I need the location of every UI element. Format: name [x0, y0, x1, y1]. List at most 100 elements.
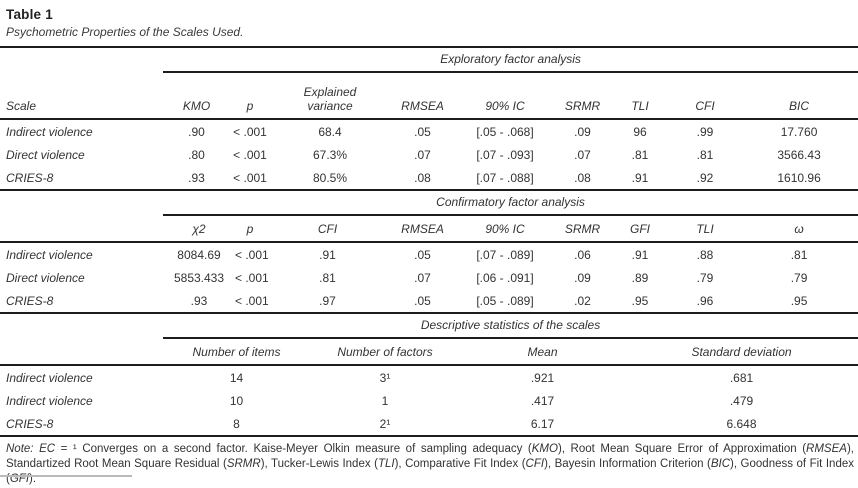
- note-text: ), Tucker-Lewis Index (: [260, 458, 378, 471]
- cell-p: < .001: [235, 270, 269, 285]
- cell-srmr: .08: [574, 170, 591, 185]
- column-header-p: p: [230, 72, 270, 120]
- cell-items: 14: [229, 370, 244, 385]
- cell-explained-variance: 67.3%: [312, 147, 348, 162]
- cell-rmsea: .05: [414, 293, 431, 308]
- efa-table: Exploratory factor analysis Scale KMO p …: [0, 46, 858, 189]
- cell-bic: 17.760: [780, 124, 818, 139]
- cell-explained-variance: 80.5%: [312, 170, 348, 185]
- cell-sd: 6.648: [726, 416, 757, 431]
- column-header-number-of-items: Number of items: [163, 338, 310, 366]
- cell-p: < .001: [235, 247, 269, 262]
- cell-cfi: .97: [319, 293, 336, 308]
- note-abbr-srmr: SRMR: [226, 458, 261, 471]
- table-row: Indirect violence 8084.69 < .001 .91 .05…: [0, 242, 858, 266]
- desc-section-title: Descriptive statistics of the scales: [163, 313, 858, 339]
- cell-tli: .96: [696, 293, 714, 308]
- table-caption: Psychometric Properties of the Scales Us…: [6, 25, 244, 39]
- descriptive-table: Descriptive statistics of the scales Num…: [0, 312, 858, 435]
- cell-p: < .001: [233, 124, 267, 139]
- cell-rmsea: .05: [414, 247, 431, 262]
- table-row: CRIES-8 .93 < .001 80.5% .08 [.07 - .088…: [0, 166, 858, 189]
- efa-section-title: Exploratory factor analysis: [163, 47, 858, 73]
- cell-sd: .479: [729, 393, 754, 408]
- note-text: = ¹ Converges on a second factor. Kaise-…: [55, 443, 532, 455]
- row-label: Indirect violence: [6, 370, 93, 385]
- cell-chi2: 5853.433: [173, 270, 225, 285]
- table-row: Indirect violence 10 1 .417 .479: [0, 389, 858, 412]
- cfa-table: Confirmatory factor analysis χ2 p CFI RM…: [0, 189, 858, 312]
- cell-gfi: .95: [631, 293, 649, 308]
- table-note: Note: EC = ¹ Converges on a second facto…: [0, 435, 858, 488]
- cell-kmo: .90: [188, 124, 205, 139]
- efa-header-row: Scale KMO p Explained variance RMSEA 90%…: [0, 72, 858, 120]
- cell-srmr: .07: [574, 147, 591, 162]
- cell-chi2: .93: [190, 293, 208, 308]
- note-text: ), Bayesin Information Criterion (: [544, 458, 711, 471]
- cell-90ic: [.06 - .091]: [476, 270, 534, 285]
- table-label: Table 1: [6, 7, 53, 22]
- column-header-cfi: CFI: [265, 215, 390, 243]
- cell-90ic: [.05 - .089]: [476, 293, 534, 308]
- cell-srmr: .06: [574, 247, 591, 262]
- row-label: Indirect violence: [6, 247, 93, 262]
- cell-p: < .001: [233, 147, 267, 162]
- cell-srmr: .02: [574, 293, 591, 308]
- cell-tli: 96: [633, 124, 647, 139]
- cell-omega: .79: [790, 270, 808, 285]
- column-header-p: p: [235, 215, 265, 243]
- table-row: Direct violence .80 < .001 67.3% .07 [.0…: [0, 143, 858, 166]
- column-header-number-of-factors: Number of factors: [310, 338, 460, 366]
- cell-factors: 2¹: [379, 416, 391, 431]
- cell-rmsea: .05: [414, 124, 431, 139]
- efa-section-title-row: Exploratory factor analysis: [0, 47, 858, 73]
- column-header-explained-variance: Explained variance: [270, 72, 390, 120]
- column-header-rmsea: RMSEA: [390, 215, 455, 243]
- note-abbr-cfi: CFI: [525, 458, 545, 471]
- note-text: ), Comparative Fit Index (: [394, 458, 526, 471]
- table-row: CRIES-8 8 2¹ 6.17 6.648: [0, 412, 858, 435]
- cell-items: 8: [233, 416, 240, 431]
- table-row: Indirect violence .90 < .001 68.4 .05 [.…: [0, 119, 858, 143]
- column-header-bic: BIC: [740, 72, 858, 120]
- note-abbr-kmo: KMO: [531, 443, 558, 455]
- cell-mean: 6.17: [530, 416, 555, 431]
- table-row: CRIES-8 .93 < .001 .97 .05 [.05 - .089] …: [0, 289, 858, 312]
- column-header-90ic: 90% IC: [455, 215, 555, 243]
- table-row: Direct violence 5853.433 < .001 .81 .07 …: [0, 266, 858, 289]
- cell-rmsea: .07: [414, 147, 431, 162]
- table-figure: Table 1 Psychometric Properties of the S…: [0, 7, 858, 486]
- column-header-kmo: KMO: [163, 72, 230, 120]
- note-abbr-rmsea: RMSEA: [806, 443, 847, 455]
- cell-rmsea: .08: [414, 170, 431, 185]
- cfa-section-title: Confirmatory factor analysis: [163, 190, 858, 216]
- note-text: ), Standartized Root Mean Square Residua…: [6, 443, 854, 471]
- cell-p: < .001: [233, 170, 267, 185]
- cell-tli: .91: [631, 170, 649, 185]
- row-label: Direct violence: [6, 147, 85, 162]
- cell-mean: .921: [530, 370, 555, 385]
- row-label: Indirect violence: [6, 393, 93, 408]
- cfa-section-title-row: Confirmatory factor analysis: [0, 190, 858, 216]
- cell-cfi: .99: [696, 124, 714, 139]
- cell-90ic: [.07 - .088]: [476, 170, 534, 185]
- cell-cfi: .92: [696, 170, 714, 185]
- column-header-rmsea: RMSEA: [390, 72, 455, 120]
- column-header-mean: Mean: [460, 338, 625, 366]
- column-header-tli: TLI: [610, 72, 670, 120]
- column-header-empty: [0, 215, 163, 243]
- note-prefix: Note: EC: [6, 443, 56, 455]
- cell-sd: .681: [729, 370, 754, 385]
- cell-cfi: .81: [319, 270, 336, 285]
- note-text: ), Root Mean Square Error of Approximati…: [557, 443, 807, 455]
- note-abbr-tli: TLI: [377, 458, 395, 471]
- cell-srmr: .09: [574, 124, 591, 139]
- row-label: CRIES-8: [6, 293, 54, 308]
- cell-omega: .81: [790, 247, 808, 262]
- cell-kmo: .80: [188, 147, 205, 162]
- cell-p: < .001: [235, 293, 269, 308]
- desc-section-title-row: Descriptive statistics of the scales: [0, 313, 858, 339]
- cfa-header-row: χ2 p CFI RMSEA 90% IC SRMR GFI TLI ω: [0, 215, 858, 243]
- cell-kmo: .93: [188, 170, 205, 185]
- column-header-90ic: 90% IC: [455, 72, 555, 120]
